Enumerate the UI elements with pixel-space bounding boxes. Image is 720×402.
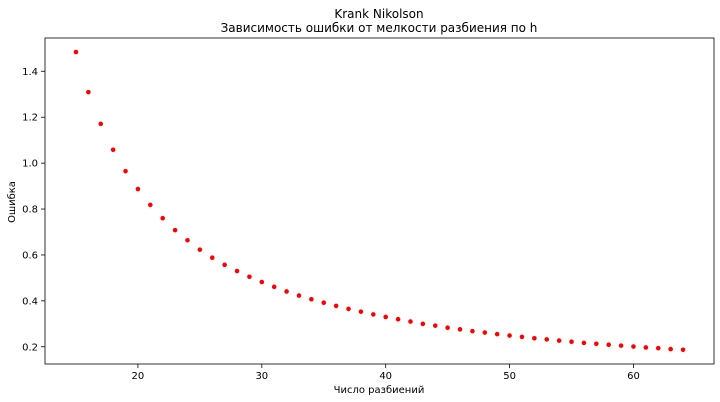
data-point xyxy=(209,255,215,261)
data-point xyxy=(123,168,128,174)
data-point xyxy=(680,347,686,353)
data-point xyxy=(606,342,611,348)
chart-subtitle: Зависимость ошибки от мелкости разбиения… xyxy=(221,21,538,35)
data-point xyxy=(98,121,104,127)
data-point xyxy=(333,303,339,309)
data-point xyxy=(321,300,327,306)
data-point xyxy=(309,296,314,302)
data-point xyxy=(445,325,450,331)
data-point xyxy=(581,340,587,346)
x-tick-label: 30 xyxy=(255,371,268,382)
data-point xyxy=(519,334,525,340)
data-point xyxy=(247,274,252,280)
x-tick-label: 50 xyxy=(503,371,516,382)
data-point xyxy=(259,279,265,285)
y-tick-label: 1.2 xyxy=(22,113,38,124)
data-point xyxy=(507,333,512,338)
data-point xyxy=(110,147,116,153)
x-axis: 20 30 40 50 60 xyxy=(132,364,640,382)
plot-area xyxy=(73,49,686,353)
x-tick-label: 20 xyxy=(132,371,145,382)
data-point xyxy=(172,227,178,233)
data-point xyxy=(532,335,537,341)
data-point xyxy=(668,346,673,352)
data-point xyxy=(618,343,624,348)
data-point xyxy=(631,344,636,349)
data-point xyxy=(271,284,277,290)
chart-title: Krank Nikolson xyxy=(334,7,423,21)
data-point xyxy=(296,293,302,298)
data-point xyxy=(470,328,475,334)
y-tick-label: 1.4 xyxy=(22,67,38,78)
y-axis-label: Ошибка xyxy=(7,181,18,223)
data-point xyxy=(594,341,599,347)
x-tick-label: 60 xyxy=(627,371,640,382)
data-point xyxy=(358,309,364,314)
y-tick-label: 0.8 xyxy=(22,205,38,216)
data-point xyxy=(185,237,190,243)
data-point xyxy=(222,262,227,268)
data-point xyxy=(148,202,153,208)
data-point xyxy=(284,289,289,294)
y-tick-label: 1.0 xyxy=(22,159,38,170)
data-point xyxy=(494,331,500,337)
data-point xyxy=(234,268,240,274)
data-point xyxy=(383,314,388,320)
x-tick-label: 40 xyxy=(379,371,392,382)
data-point xyxy=(371,312,376,317)
data-point xyxy=(655,345,661,351)
data-point xyxy=(544,337,550,342)
data-point xyxy=(86,89,91,95)
x-axis-label: Число разбиений xyxy=(334,385,425,396)
data-point xyxy=(135,186,141,192)
data-point xyxy=(395,316,401,322)
data-point xyxy=(457,327,463,332)
y-tick-label: 0.4 xyxy=(22,296,38,307)
data-point xyxy=(73,49,79,55)
y-tick-label: 0.2 xyxy=(22,342,38,353)
data-point xyxy=(420,321,426,327)
data-point xyxy=(556,338,562,343)
data-point xyxy=(408,319,413,324)
plot-frame xyxy=(44,37,715,365)
data-point xyxy=(482,330,488,335)
data-point xyxy=(432,323,438,328)
data-point xyxy=(197,247,203,252)
data-point xyxy=(346,306,351,312)
y-axis: 0.2 0.4 0.6 0.8 1.0 1.2 1.4 xyxy=(22,67,45,353)
data-point xyxy=(569,339,574,345)
data-point xyxy=(160,215,165,221)
y-tick-label: 0.6 xyxy=(22,250,38,261)
data-point xyxy=(643,345,649,350)
